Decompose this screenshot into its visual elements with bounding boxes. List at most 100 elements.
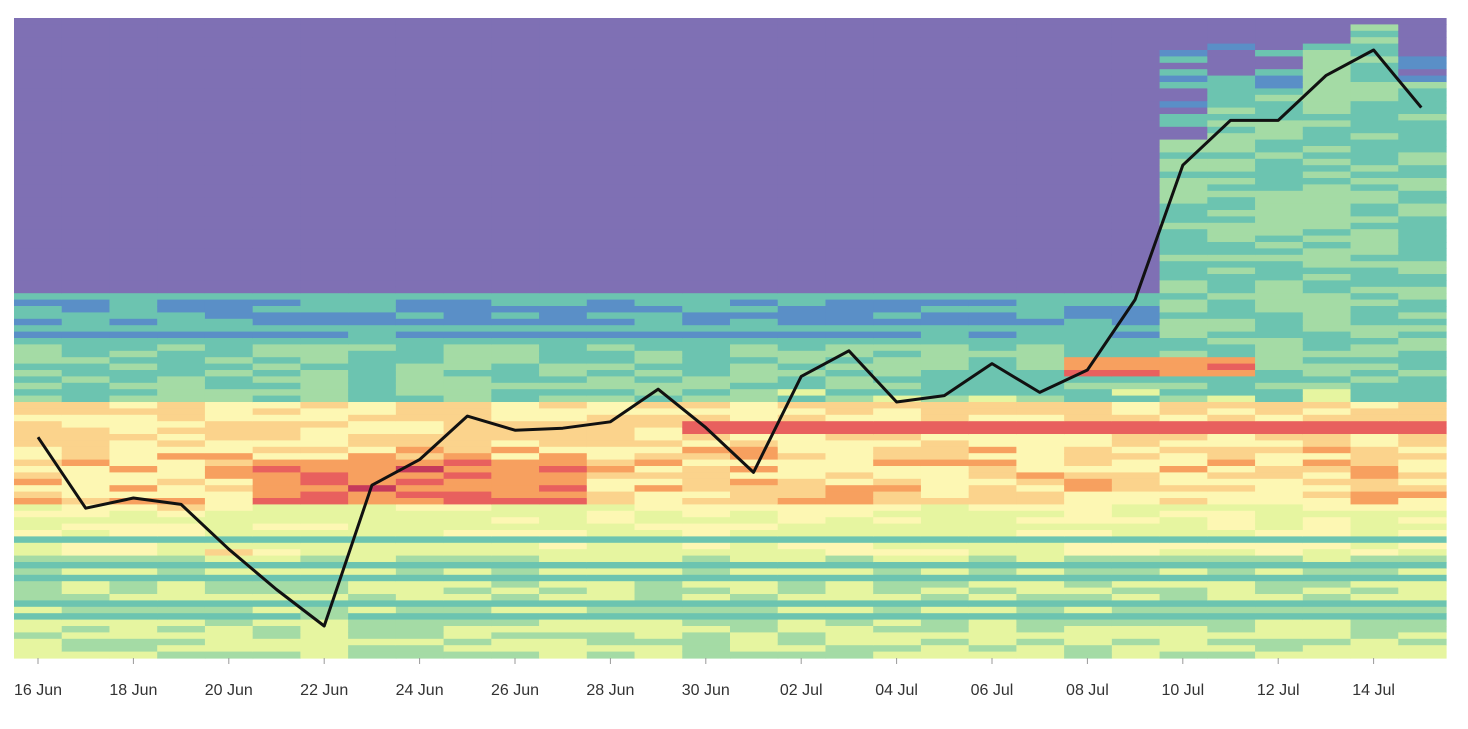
heatmap-cell: [634, 312, 683, 320]
heatmap-cell: [1302, 69, 1352, 77]
heatmap-cell: [300, 408, 349, 416]
heatmap-cell: [395, 24, 445, 32]
heatmap-cell: [825, 440, 874, 448]
heatmap-cell: [14, 101, 63, 109]
heatmap-cell: [443, 18, 492, 25]
heatmap-cell: [109, 235, 158, 243]
heatmap-cell: [348, 126, 397, 134]
heatmap-cell: [1255, 293, 1304, 301]
heatmap-cell: [539, 651, 588, 659]
heatmap-cell: [539, 75, 588, 83]
heatmap-cell: [920, 440, 970, 448]
heatmap-cell: [109, 184, 158, 192]
heatmap-cell: [586, 613, 636, 621]
heatmap-cell: [777, 222, 827, 230]
heatmap-cell: [1016, 133, 1065, 141]
heatmap-cell: [61, 210, 111, 217]
heatmap-cell: [300, 389, 349, 397]
heatmap-cell: [730, 555, 779, 563]
heatmap-cell: [968, 178, 1017, 185]
heatmap-cell: [157, 165, 206, 173]
heatmap-cell: [1255, 421, 1304, 429]
heatmap-cell: [157, 440, 206, 448]
heatmap-cell: [443, 350, 492, 358]
heatmap-cell: [204, 43, 254, 51]
heatmap-cell: [348, 491, 397, 499]
heatmap-cell: [873, 248, 922, 256]
heatmap-cell: [968, 197, 1017, 205]
heatmap-cell: [1064, 485, 1113, 493]
heatmap-cell: [920, 338, 970, 345]
heatmap-cell: [157, 568, 206, 576]
heatmap-cell: [61, 421, 111, 429]
heatmap-cell: [968, 491, 1017, 499]
heatmap-cell: [682, 280, 731, 288]
heatmap-cell: [1111, 549, 1161, 557]
heatmap-cell: [730, 222, 779, 230]
heatmap-cell: [634, 101, 683, 109]
heatmap-cell: [1302, 491, 1352, 499]
heatmap-cell: [1350, 600, 1399, 608]
heatmap-cell: [348, 69, 397, 77]
heatmap-cell: [1111, 645, 1161, 653]
heatmap-cell: [204, 325, 254, 333]
heatmap-cell: [14, 56, 63, 64]
heatmap-cell: [443, 222, 492, 230]
heatmap-cell: [443, 626, 492, 633]
heatmap-cell: [1159, 139, 1208, 147]
heatmap-cell: [968, 395, 1017, 403]
heatmap-cell: [14, 50, 63, 57]
heatmap-cell: [586, 504, 636, 512]
heatmap-cell: [1207, 325, 1256, 333]
heatmap-cell: [1064, 562, 1113, 569]
heatmap-cell: [1111, 133, 1161, 141]
heatmap-cell: [825, 350, 874, 358]
heatmap-cell: [300, 491, 349, 499]
heatmap-cell: [348, 600, 397, 608]
heatmap-cell: [491, 370, 540, 377]
heatmap-cell: [1111, 274, 1161, 281]
heatmap-cell: [873, 126, 922, 134]
heatmap-cell: [920, 325, 970, 333]
heatmap-cell: [539, 50, 588, 57]
heatmap-cell: [682, 555, 731, 563]
heatmap-cell: [348, 357, 397, 365]
heatmap-cell: [1064, 50, 1113, 57]
heatmap-cell: [109, 152, 158, 160]
heatmap-cell: [491, 235, 540, 243]
heatmap-cell: [204, 75, 254, 83]
heatmap-cell: [61, 414, 111, 422]
heatmap-cell: [348, 510, 397, 518]
heatmap-cell: [920, 267, 970, 275]
heatmap-cell: [1111, 638, 1161, 646]
heatmap-cell: [252, 158, 301, 166]
heatmap-cell: [634, 382, 683, 390]
heatmap-cell: [1064, 222, 1113, 230]
heatmap-cell: [443, 414, 492, 422]
heatmap-cell: [1159, 459, 1208, 467]
heatmap-cell: [1064, 427, 1113, 435]
heatmap-cell: [252, 229, 301, 237]
heatmap-cell: [14, 30, 63, 38]
heatmap-cell: [586, 248, 636, 256]
heatmap-cell: [1159, 306, 1208, 313]
heatmap-cell: [682, 581, 731, 589]
heatmap-cell: [825, 107, 874, 115]
heatmap-cell: [634, 325, 683, 333]
heatmap-cell: [1302, 536, 1352, 544]
heatmap-cell: [252, 645, 301, 653]
heatmap-cell: [443, 62, 492, 70]
heatmap-cell: [252, 555, 301, 563]
heatmap-cell: [1398, 293, 1447, 301]
heatmap-cell: [968, 389, 1017, 397]
heatmap-cell: [968, 619, 1017, 627]
heatmap-cell: [204, 459, 254, 467]
heatmap-cell: [825, 171, 874, 179]
heatmap-cell: [252, 357, 301, 365]
heatmap-cell: [920, 331, 970, 339]
heatmap-cell: [14, 446, 63, 454]
heatmap-cell: [1398, 152, 1447, 160]
heatmap-cell: [1207, 190, 1256, 198]
heatmap-cell: [1255, 536, 1304, 544]
heatmap-cell: [586, 210, 636, 217]
